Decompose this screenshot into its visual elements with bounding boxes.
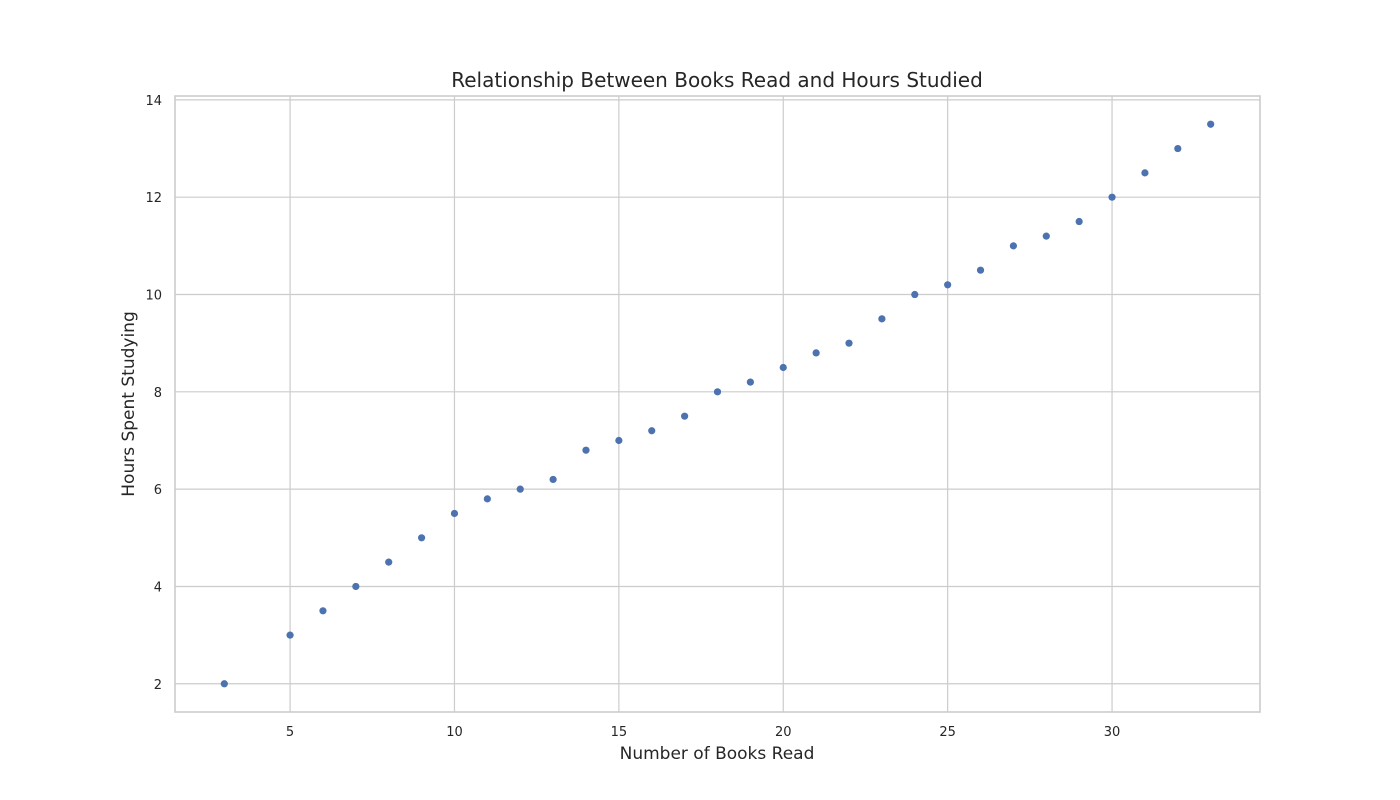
data-point bbox=[582, 446, 590, 454]
x-tick-label: 25 bbox=[939, 725, 956, 740]
y-tick-label: 2 bbox=[154, 678, 162, 693]
data-point bbox=[1174, 144, 1182, 153]
data-point bbox=[1009, 242, 1018, 250]
data-point bbox=[615, 436, 623, 445]
y-tick-label: 6 bbox=[154, 483, 162, 498]
data-point bbox=[779, 363, 787, 372]
data-points bbox=[220, 120, 1215, 688]
data-point bbox=[450, 509, 459, 518]
y-tick-label: 10 bbox=[145, 289, 162, 304]
data-point bbox=[549, 475, 557, 484]
data-point bbox=[713, 388, 722, 396]
data-point bbox=[911, 290, 919, 299]
data-point bbox=[845, 339, 853, 347]
data-point bbox=[516, 485, 524, 493]
data-point bbox=[648, 427, 656, 435]
y-axis-label: Hours Spent Studying bbox=[119, 311, 139, 496]
data-point bbox=[1207, 120, 1215, 128]
data-point bbox=[746, 378, 754, 386]
data-point bbox=[944, 281, 952, 289]
x-tick-label: 20 bbox=[775, 725, 792, 740]
data-point bbox=[1108, 193, 1116, 201]
y-tick-label: 8 bbox=[154, 386, 162, 401]
plot-frame bbox=[174, 95, 1261, 713]
data-point bbox=[385, 558, 393, 566]
data-point bbox=[220, 680, 228, 688]
grid bbox=[175, 96, 1260, 712]
chart-title: Relationship Between Books Read and Hour… bbox=[451, 68, 983, 92]
data-point bbox=[286, 631, 294, 639]
y-tick-label: 14 bbox=[145, 94, 162, 109]
data-point bbox=[1141, 169, 1149, 177]
data-point bbox=[319, 607, 327, 615]
data-point bbox=[878, 315, 886, 323]
x-tick-labels: 5 10 15 20 25 30 bbox=[286, 725, 1120, 740]
data-point bbox=[681, 412, 689, 420]
y-tick-label: 4 bbox=[154, 580, 162, 595]
data-point bbox=[483, 495, 491, 503]
x-tick-label: 30 bbox=[1104, 725, 1121, 740]
x-axis-label: Number of Books Read bbox=[620, 744, 815, 764]
x-tick-label: 15 bbox=[611, 725, 628, 740]
y-tick-labels: 2 4 6 8 10 12 14 bbox=[145, 94, 162, 693]
data-point bbox=[976, 266, 985, 274]
y-tick-label: 12 bbox=[145, 191, 162, 206]
x-tick-label: 10 bbox=[446, 725, 463, 740]
data-point bbox=[417, 534, 426, 542]
data-point bbox=[352, 582, 360, 591]
x-tick-label: 5 bbox=[286, 725, 294, 740]
data-point bbox=[1075, 217, 1083, 226]
data-point bbox=[1042, 232, 1050, 240]
data-point bbox=[812, 349, 820, 357]
